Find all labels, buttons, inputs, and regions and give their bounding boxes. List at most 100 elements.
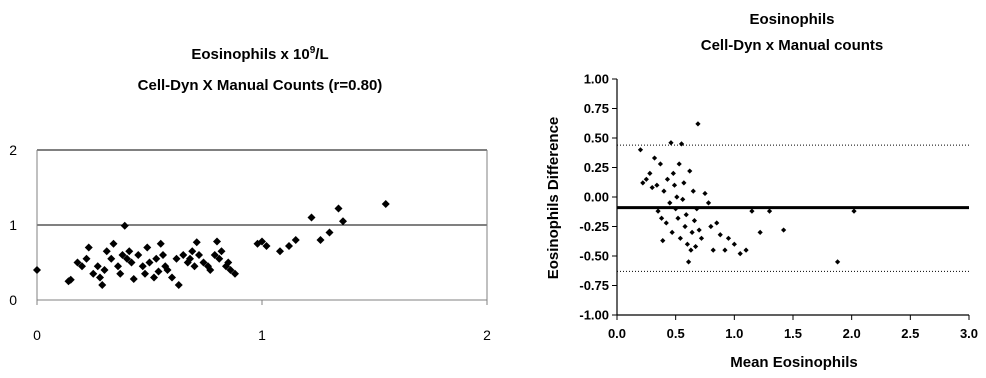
chart-2-data-point: [649, 184, 655, 191]
chart-2-data-point: [667, 200, 673, 206]
chart-2-data-point: [722, 247, 728, 253]
chart-2-y-tick-label: -0.25: [579, 219, 609, 234]
chart-2-data-point: [676, 161, 682, 167]
chart-1-data-point: [192, 238, 201, 247]
chart-1-data-point: [84, 243, 93, 252]
chart-2-data-point: [708, 223, 714, 230]
chart-1-data-point: [118, 251, 127, 259]
chart-2-data-point: [681, 180, 687, 186]
chart-1-data-point: [213, 237, 221, 246]
chart-2-data-point: [696, 227, 702, 233]
chart-2-y-tick-label: 0.50: [584, 131, 609, 146]
chart-1-title-unit: /L: [315, 46, 328, 63]
chart-1-data-point: [100, 266, 109, 274]
chart-2-data-point: [725, 235, 732, 241]
chart-1-data-point: [316, 236, 325, 244]
chart-1-title-line1: Eosinophils x 109/L: [191, 45, 328, 63]
chart-1-data-point: [381, 200, 390, 208]
chart-2-data-point: [757, 229, 763, 235]
chart-2-y-tick-label: 0.00: [584, 190, 609, 205]
chart-1-ticks: 0 1 2 0 1 2: [9, 142, 491, 343]
chart-2-data-point: [673, 206, 679, 212]
chart-1-data-point: [114, 262, 122, 271]
chart-1-data-point: [145, 258, 154, 267]
chart-2-data-point: [658, 215, 665, 221]
chart-1-data-point: [159, 251, 167, 259]
chart-2-data-point: [743, 247, 749, 253]
chart-2-data-point: [710, 247, 716, 253]
chart-1-data-point: [66, 275, 75, 284]
chart-2-data-point: [851, 208, 857, 214]
chart-1-data-point: [123, 254, 131, 263]
chart-2-data-point: [674, 194, 680, 200]
chart-2-x-tick-label: 0.5: [667, 326, 685, 341]
chart-1-x-tick-label: 1: [258, 327, 266, 343]
chart-1-data-point: [199, 258, 208, 267]
chart-1-data-point: [150, 273, 158, 282]
chart-2-data-point: [671, 182, 678, 188]
chart-2-reference-lines: [617, 144, 969, 272]
chart-2-data-point: [643, 176, 649, 182]
chart-2-data-point: [685, 259, 692, 265]
chart-2-data-point: [698, 235, 705, 241]
chart-1-data-point: [163, 266, 172, 274]
chart-2-data-point: [694, 206, 700, 212]
chart-2-data-point: [670, 170, 676, 176]
chart-2-data-point: [680, 196, 686, 202]
chart-1-data-point: [168, 273, 176, 282]
chart-1-grid: [37, 149, 487, 226]
chart-1-data-point: [143, 243, 152, 252]
chart-1-data-point: [73, 258, 82, 267]
chart-1-data-point: [156, 239, 165, 248]
chart-1-data-point: [82, 254, 91, 263]
chart-2-y-tick-label: 0.75: [584, 101, 609, 116]
chart-2-x-tick-label: 1.5: [784, 326, 802, 341]
chart-2-data-point: [766, 208, 773, 214]
chart-1-data-point: [172, 254, 181, 263]
chart-2-data-point: [834, 259, 841, 265]
chart-1-data-point: [154, 267, 163, 276]
chart-2-data-point: [682, 223, 688, 230]
chart-2-data-point: [664, 176, 671, 182]
chart-1-title-line2: Cell-Dyn X Manual Counts (r=0.80): [138, 77, 383, 94]
chart-1-data-point: [226, 266, 235, 274]
chart-1-data-point: [78, 262, 86, 271]
chart-2-data-point: [654, 182, 660, 188]
chart-1-y-tick-label: 0: [9, 292, 17, 308]
chart-2-x-tick-label: 1.0: [725, 326, 743, 341]
chart-2-data-point: [675, 215, 681, 221]
chart-1-data-point: [141, 269, 149, 278]
chart-2-data-point: [647, 170, 653, 176]
chart-2: Eosinophils Cell-Dyn x Manual counts Mea…: [545, 11, 978, 371]
chart-2-data-point: [702, 190, 708, 197]
chart-1-data-point: [120, 221, 129, 230]
chart-2-data-point: [693, 243, 699, 250]
chart-1-data-point: [138, 262, 147, 271]
chart-2-x-tick-label: 3.0: [960, 326, 978, 341]
chart-1-data-point: [210, 251, 219, 259]
chart-1-data-point: [93, 262, 102, 271]
chart-1-data-point: [125, 247, 134, 256]
chart-2-x-tick-label: 0.0: [608, 326, 626, 341]
chart-1-data-point: [334, 204, 343, 213]
chart-1-title-main: Eosinophils x 10: [191, 46, 309, 63]
chart-1-data-point: [258, 237, 266, 246]
chart-2-data-point: [781, 227, 787, 233]
chart-1-data-point: [33, 266, 41, 274]
chart-2-data-point: [688, 247, 694, 253]
chart-1-y-tick-label: 1: [9, 217, 17, 233]
chart-2-data-point: [669, 229, 675, 235]
chart-1-data-point: [179, 251, 188, 259]
chart-2-data-point: [705, 200, 712, 206]
chart-2-data-point: [717, 232, 723, 238]
chart-1-data-point: [107, 254, 116, 263]
chart-1-data-point: [231, 269, 239, 278]
chart-2-data-point: [689, 229, 695, 235]
chart-2-data-point: [678, 141, 685, 147]
chart-1-data-point: [98, 281, 107, 289]
chart-2-data-point: [640, 180, 646, 186]
chart-1-title-sup: 9: [310, 45, 316, 56]
chart-1-data-point: [276, 247, 284, 256]
chart-2-data-point: [661, 188, 667, 194]
